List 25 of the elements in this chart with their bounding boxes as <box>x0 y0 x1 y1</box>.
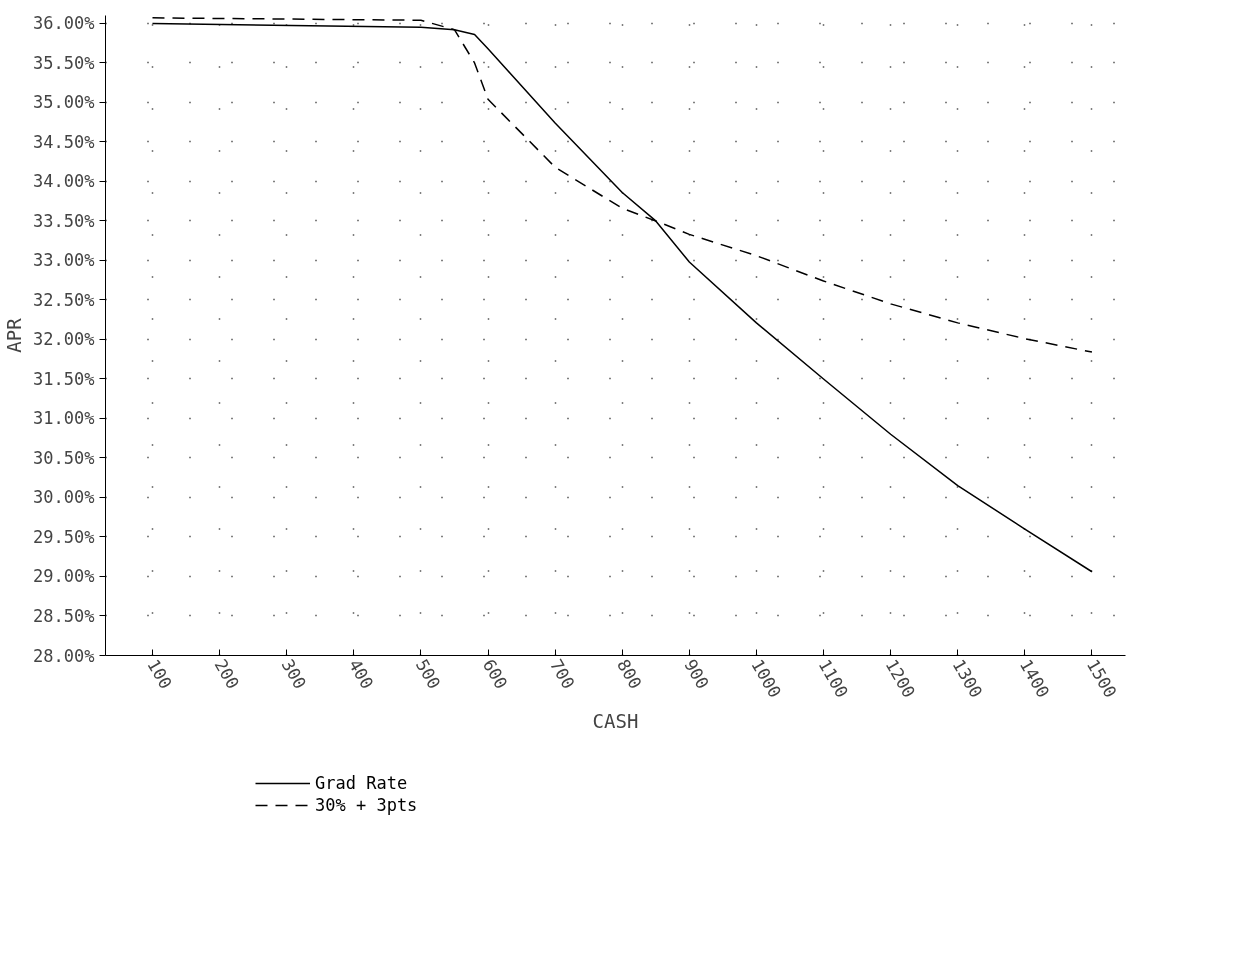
y-axis-title: APR <box>3 317 26 353</box>
x-tick-label: 600 <box>478 655 512 693</box>
y-tick-label: 32.00% <box>33 329 95 350</box>
y-tick-label: 31.00% <box>33 408 95 429</box>
legend-label: Grad Rate <box>315 773 408 793</box>
y-tick-label: 29.00% <box>33 566 95 587</box>
y-tick-label: 30.00% <box>33 487 95 508</box>
x-tick-label: 400 <box>344 655 378 693</box>
y-tick-label: 31.50% <box>33 368 95 389</box>
y-tick-label: 34.00% <box>33 171 95 192</box>
y-tick-label: 28.50% <box>33 605 95 626</box>
y-tick-label: 28.00% <box>33 645 95 666</box>
legend-label: 30% + 3pts <box>315 795 418 815</box>
y-tick-label: 30.50% <box>33 447 95 468</box>
y-tick-label: 32.50% <box>33 289 95 310</box>
y-tick-label: 36.00% <box>33 13 95 34</box>
x-tick-label: 800 <box>613 655 646 693</box>
y-tick-label: 35.00% <box>33 92 95 113</box>
y-tick-label: 33.50% <box>33 210 95 231</box>
y-tick-label: 29.50% <box>33 526 95 547</box>
x-tick-label: 100 <box>143 655 177 693</box>
y-tick-label: 34.50% <box>33 131 95 152</box>
y-tick-label: 35.50% <box>33 52 95 73</box>
y-tick-label: 33.00% <box>33 250 95 271</box>
x-axis-title: CASH <box>592 710 639 733</box>
